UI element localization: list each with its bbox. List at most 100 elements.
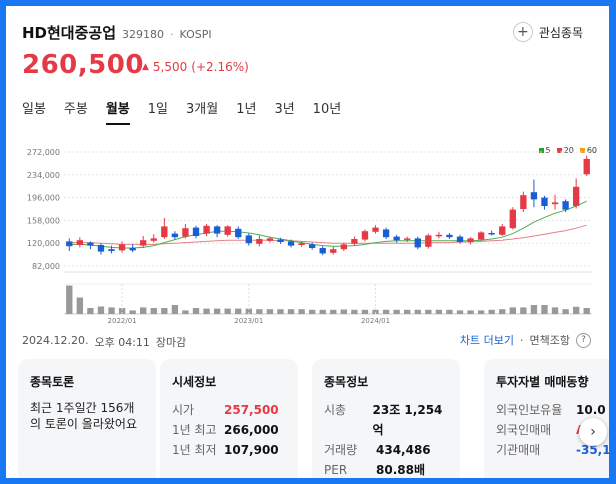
candle-body: [488, 233, 495, 235]
current-price: 260,500: [22, 50, 144, 80]
volume-bar: [266, 309, 274, 314]
candle-body: [150, 238, 157, 241]
tab-1year[interactable]: 1년: [236, 102, 257, 117]
candle-body: [393, 236, 400, 241]
candle-body: [562, 201, 569, 210]
tab-weekly[interactable]: 주봉: [63, 102, 88, 117]
ma-legend: 5 20 60: [538, 146, 597, 155]
market-row-year-high: 1년 최고 266,000: [172, 423, 279, 437]
candle-body: [277, 239, 284, 242]
volume-bar: [235, 308, 242, 314]
stock-name[interactable]: HD현대중공업: [22, 24, 117, 42]
ma-red-line: [69, 224, 587, 245]
tab-monthly[interactable]: 월봉: [105, 98, 130, 125]
candle-body: [583, 158, 590, 175]
question-icon[interactable]: ?: [576, 332, 591, 348]
candle-body: [361, 231, 369, 240]
volume-bar: [435, 309, 443, 314]
stock-panel: HD현대중공업 329180 · KOSPI + 관심종목 260,500 ▲ …: [6, 6, 609, 478]
candle-body: [287, 241, 295, 246]
volume-bar: [520, 307, 527, 314]
candle-body: [171, 233, 179, 238]
candle-body: [182, 228, 189, 237]
candle-body: [129, 248, 136, 251]
tab-10year[interactable]: 10년: [312, 102, 342, 117]
info-row-volume: 거래량 434,486: [324, 443, 431, 457]
volume-bar: [382, 309, 390, 314]
market-card-title: 시세정보: [172, 375, 217, 389]
volume-bar: [499, 309, 506, 314]
watchlist-button[interactable]: + 관심종목: [512, 22, 583, 42]
stock-info-card[interactable]: 종목정보 시총 23조 1,254억 거래량 434,486 PER 80.88배: [312, 359, 460, 478]
market-status: 장마감: [155, 336, 187, 349]
tab-daily[interactable]: 일봉: [22, 102, 46, 117]
tab-3month[interactable]: 3개월: [186, 102, 219, 117]
legend-ma60: 60: [579, 146, 597, 155]
price-chart[interactable]: 272,000 234,000 196,000 158,000 120,000 82,00…: [20, 142, 598, 326]
investor-card-title: 투자자별 매매동향: [496, 375, 589, 389]
volume-bar: [66, 285, 73, 314]
volume-bar: [76, 297, 84, 314]
candle-body: [66, 241, 73, 247]
candle-body: [319, 248, 326, 254]
info-row-per: PER 80.88배: [324, 463, 425, 477]
volume-bar: [287, 309, 295, 314]
candle-body: [256, 239, 263, 244]
tab-1day[interactable]: 1일: [147, 102, 168, 117]
volume-bar: [456, 310, 464, 314]
candle-body: [541, 197, 548, 206]
volume-bar: [425, 309, 432, 314]
title-separator: ·: [170, 28, 174, 41]
candle-body: [520, 195, 527, 209]
y-tick-label: 196,000: [27, 194, 60, 203]
candle-body: [572, 186, 580, 206]
volume-bar: [182, 310, 189, 314]
candle-body: [404, 238, 411, 240]
candle-body: [467, 238, 474, 242]
candle-body: [330, 249, 337, 253]
volume-bar: [150, 308, 157, 314]
info-card-title: 종목정보: [324, 375, 369, 389]
y-tick-label: 158,000: [27, 216, 60, 225]
volume-bar: [97, 306, 105, 314]
volume-bar: [308, 309, 316, 314]
candle-body: [266, 238, 274, 241]
up-arrow-icon: ▲: [142, 62, 149, 72]
market-card[interactable]: 시세정보 시가 257,500 1년 최고 266,000 1년 최저 107,900: [160, 359, 298, 478]
watchlist-label: 관심종목: [538, 25, 583, 40]
volume-bar: [404, 309, 411, 314]
volume-bar: [171, 305, 179, 314]
volume-bar: [87, 308, 94, 314]
volume-bar: [245, 308, 252, 314]
volume-bar: [319, 309, 326, 314]
y-tick-label: 120,000: [27, 239, 60, 248]
chart-more-link[interactable]: 차트 더보기: [459, 334, 515, 347]
stock-code: 329180: [122, 28, 165, 41]
volume-bar: [192, 308, 200, 314]
volume-bar: [340, 309, 348, 314]
volume-bar: [351, 309, 358, 314]
forum-card-title: 종목토론: [30, 375, 75, 389]
candle-body: [435, 234, 443, 237]
as-of-info: 2024.12.20. 오후 04:11 장마감: [22, 334, 186, 350]
volume-bar: [372, 309, 379, 314]
next-cards-button[interactable]: ›: [579, 418, 607, 446]
volume-bar: [203, 308, 210, 314]
forum-card[interactable]: 종목토론 최근 1주일간 156개의 토론이 올라왔어요: [18, 359, 156, 478]
investor-row-institution: 기관매매 -35,1: [496, 443, 609, 457]
period-tabs: 일봉 주봉 월봉 1일 3개월 1년 3년 10년: [22, 98, 359, 125]
change-amount: 5,500: [152, 60, 188, 74]
y-tick-label: 82,000: [32, 262, 60, 271]
candle-body: [414, 238, 421, 248]
market-label: KOSPI: [179, 28, 212, 41]
y-tick-label: 272,000: [27, 148, 60, 157]
plus-icon: +: [512, 22, 533, 42]
candle-body: [509, 209, 516, 229]
tab-3year[interactable]: 3년: [274, 102, 295, 117]
volume-bar: [551, 307, 559, 314]
candle-body: [308, 244, 316, 248]
volume-bar: [298, 309, 305, 314]
disclaimer-link[interactable]: 면책조항: [529, 334, 570, 347]
volume-bar: [330, 309, 337, 314]
